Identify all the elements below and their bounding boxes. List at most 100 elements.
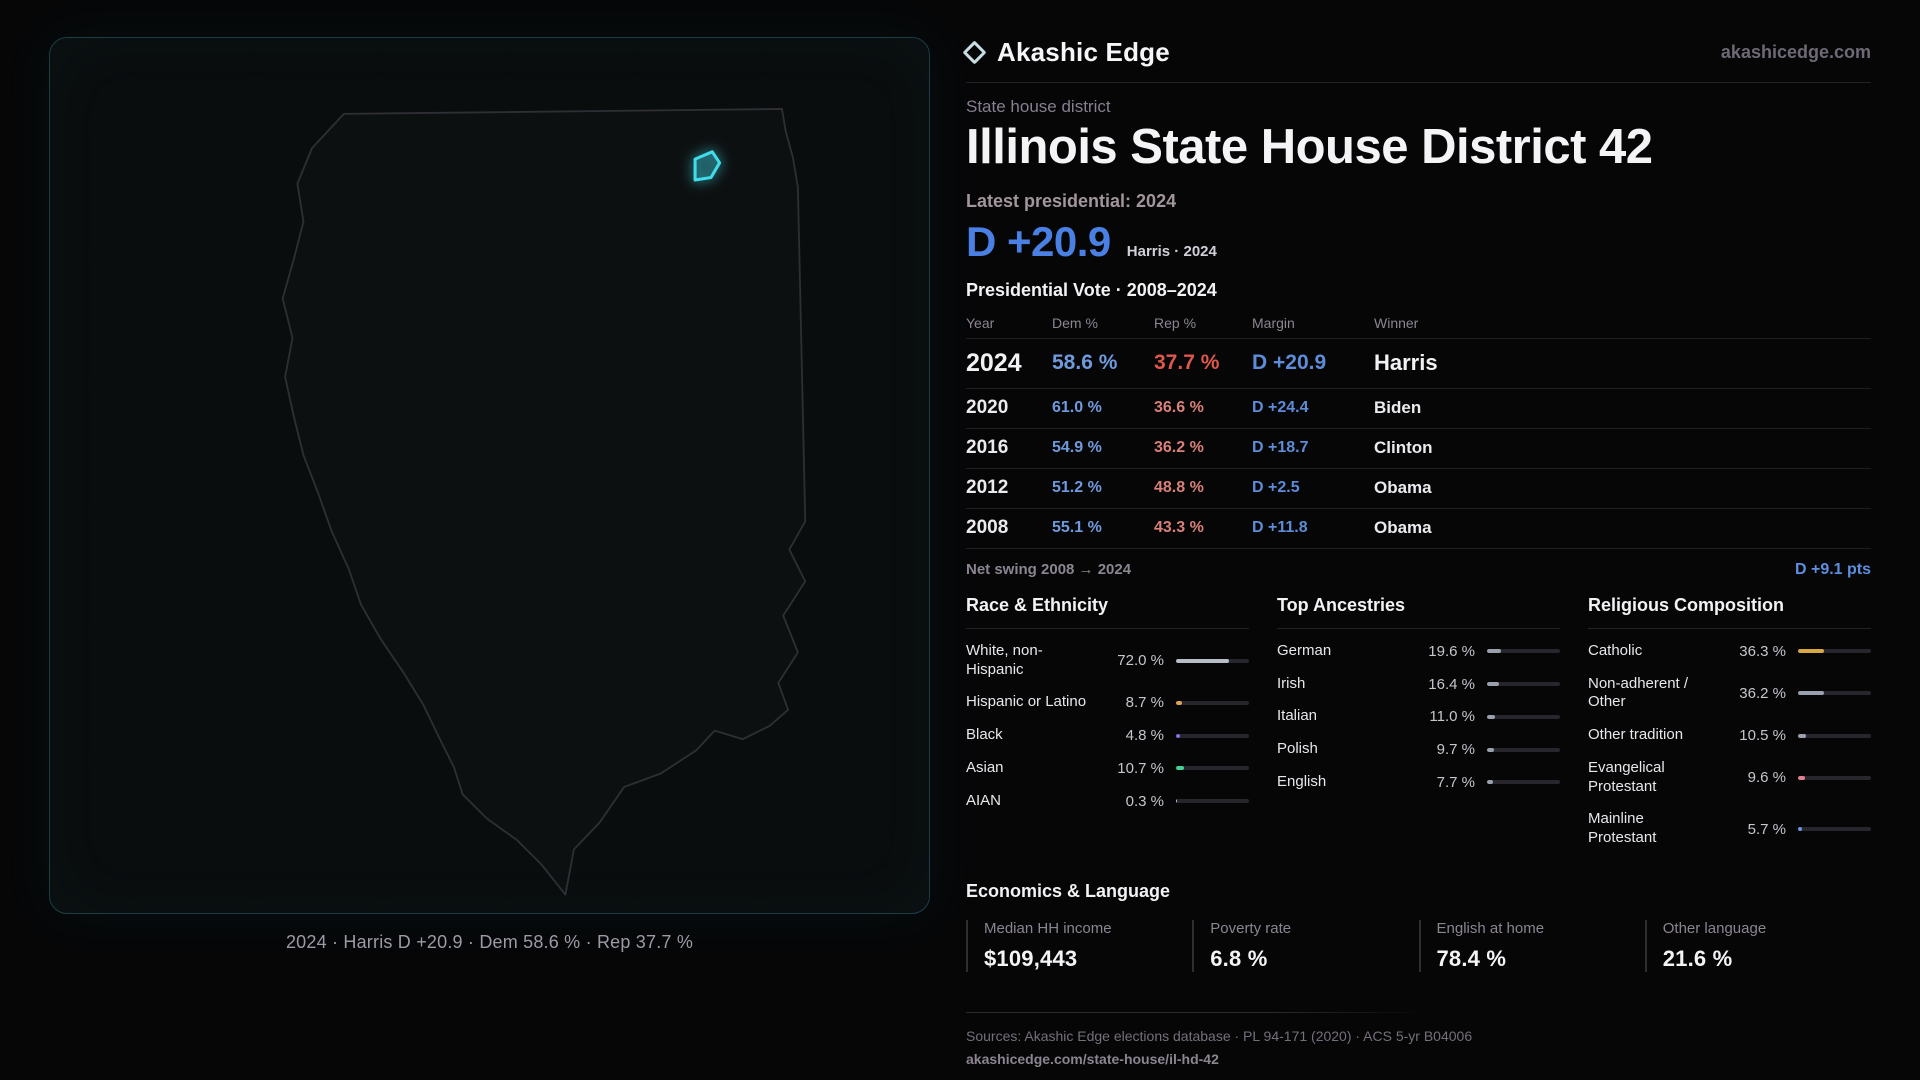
list-item: Evangelical Protestant 9.6 % bbox=[1588, 752, 1871, 804]
list-item: Italian 11.0 % bbox=[1277, 700, 1560, 733]
section-heading: Religious Composition bbox=[1588, 595, 1871, 629]
header: Akashic Edge akashicedge.com bbox=[962, 37, 1871, 83]
mini-bar bbox=[1487, 649, 1560, 654]
stat-other-language: Other language 21.6 % bbox=[1644, 919, 1871, 972]
list-item: White, non-Hispanic 72.0 % bbox=[966, 635, 1249, 687]
year-cell: 2020 bbox=[966, 397, 1009, 419]
mini-bar bbox=[1176, 700, 1249, 705]
mini-bar bbox=[1176, 766, 1249, 771]
winner-cell: Obama bbox=[1374, 478, 1432, 498]
map-caption: 2024 · Harris D +20.9 · Dem 58.6 % · Rep… bbox=[285, 932, 694, 952]
stat-median-income: Median HH income $109,443 bbox=[966, 919, 1192, 972]
rep-cell: 48.8 % bbox=[1154, 479, 1204, 497]
footer-divider bbox=[966, 1011, 1431, 1013]
list-item: Mainline Protestant 5.7 % bbox=[1588, 803, 1871, 855]
list-item: Asian 10.7 % bbox=[966, 752, 1249, 785]
col-header-margin: Margin bbox=[1252, 315, 1295, 332]
dem-cell: 54.9 % bbox=[1052, 439, 1102, 457]
year-cell: 2016 bbox=[966, 437, 1009, 459]
col-header-year: Year bbox=[966, 315, 995, 332]
headline-margin-row: D +20.9 Harris · 2024 bbox=[966, 218, 1871, 266]
margin-cell: D +20.9 bbox=[1252, 351, 1327, 375]
list-item: English 7.7 % bbox=[1277, 766, 1560, 799]
mini-bar bbox=[1798, 649, 1871, 654]
economics-stats-row: Median HH income $109,443 Poverty rate 6… bbox=[966, 919, 1871, 972]
mini-bar bbox=[1798, 775, 1871, 780]
brand-name: Akashic Edge bbox=[997, 37, 1170, 67]
dem-cell: 51.2 % bbox=[1052, 479, 1102, 497]
mini-bar bbox=[1798, 691, 1871, 696]
map-column: 2024 · Harris D +20.9 · Dem 58.6 % · Rep… bbox=[49, 37, 930, 1080]
headline-margin-sub: Harris · 2024 bbox=[1126, 242, 1217, 260]
table-row: 2024 58.6 % 37.7 % D +20.9 Harris bbox=[966, 339, 1871, 389]
net-swing-value: D +9.1 pts bbox=[1794, 560, 1871, 578]
mini-bar bbox=[1487, 682, 1560, 687]
winner-cell: Harris bbox=[1374, 350, 1438, 376]
winner-cell: Biden bbox=[1374, 398, 1422, 418]
dem-cell: 55.1 % bbox=[1052, 519, 1102, 537]
col-header-rep: Rep % bbox=[1154, 315, 1197, 332]
mini-bar bbox=[1798, 827, 1871, 832]
year-cell: 2012 bbox=[966, 477, 1009, 499]
content-column: Akashic Edge akashicedge.com State house… bbox=[962, 37, 1871, 1080]
table-header-row: Year Dem % Rep % Margin Winner bbox=[966, 309, 1871, 339]
ancestries-column: Top Ancestries German 19.6 % Irish 16.4 … bbox=[1277, 595, 1560, 855]
mini-bar bbox=[1487, 747, 1560, 752]
section-heading: Top Ancestries bbox=[1277, 595, 1560, 629]
district-type-kicker: State house district bbox=[966, 97, 1111, 116]
section-heading: Race & Ethnicity bbox=[966, 595, 1249, 629]
col-header-dem: Dem % bbox=[1052, 315, 1098, 332]
margin-cell: D +24.4 bbox=[1252, 399, 1309, 417]
footer: Sources: Akashic Edge elections database… bbox=[966, 1011, 1871, 1069]
rep-cell: 36.2 % bbox=[1154, 439, 1204, 457]
list-item: Catholic 36.3 % bbox=[1588, 635, 1871, 668]
rep-cell: 36.6 % bbox=[1154, 399, 1204, 417]
headline-margin-value: D +20.9 bbox=[966, 217, 1111, 265]
net-swing-label: Net swing 2008 → 2024 bbox=[966, 561, 1132, 579]
net-swing-row: Net swing 2008 → 2024 D +9.1 pts bbox=[966, 549, 1871, 579]
list-item: Other tradition 10.5 % bbox=[1588, 719, 1871, 752]
mini-bar bbox=[1176, 733, 1249, 738]
illinois-map bbox=[281, 108, 807, 896]
mini-bar bbox=[1176, 658, 1249, 663]
dem-cell: 58.6 % bbox=[1052, 351, 1118, 375]
stat-poverty-rate: Poverty rate 6.8 % bbox=[1192, 919, 1418, 972]
district-42-shape[interactable] bbox=[693, 150, 722, 182]
col-header-winner: Winner bbox=[1374, 315, 1419, 332]
mini-bar bbox=[1487, 780, 1560, 785]
table-row: 2020 61.0 % 36.6 % D +24.4 Biden bbox=[966, 389, 1871, 429]
economics-heading: Economics & Language bbox=[966, 880, 1171, 901]
list-item: AIAN 0.3 % bbox=[966, 785, 1249, 818]
rep-cell: 43.3 % bbox=[1154, 519, 1204, 537]
site-domain-link[interactable]: akashicedge.com bbox=[1720, 42, 1871, 62]
diamond-logo-icon bbox=[962, 40, 987, 65]
race-ethnicity-column: Race & Ethnicity White, non-Hispanic 72.… bbox=[966, 595, 1249, 855]
list-item: Polish 9.7 % bbox=[1277, 733, 1560, 766]
year-cell: 2024 bbox=[966, 348, 1022, 377]
dem-cell: 61.0 % bbox=[1052, 399, 1102, 417]
winner-cell: Obama bbox=[1374, 518, 1432, 538]
winner-cell: Clinton bbox=[1374, 438, 1433, 458]
list-item: Non-adherent / Other 36.2 % bbox=[1588, 668, 1871, 720]
table-row: 2012 51.2 % 48.8 % D +2.5 Obama bbox=[966, 469, 1871, 509]
state-map-panel bbox=[49, 37, 930, 914]
state-outline bbox=[281, 108, 807, 896]
margin-cell: D +18.7 bbox=[1252, 439, 1309, 457]
year-cell: 2008 bbox=[966, 517, 1009, 539]
latest-presidential-label: Latest presidential: 2024 bbox=[966, 190, 1177, 211]
stat-english-at-home: English at home 78.4 % bbox=[1418, 919, 1645, 972]
mini-bar bbox=[1176, 799, 1249, 804]
rep-cell: 37.7 % bbox=[1154, 351, 1220, 375]
religion-column: Religious Composition Catholic 36.3 % No… bbox=[1588, 595, 1871, 855]
mini-bar bbox=[1798, 733, 1871, 738]
demographics-section: Race & Ethnicity White, non-Hispanic 72.… bbox=[966, 595, 1871, 855]
margin-cell: D +2.5 bbox=[1252, 479, 1300, 497]
page-title: Illinois State House District 42 bbox=[966, 120, 1653, 174]
permalink[interactable]: akashicedge.com/state-house/il-hd-42 bbox=[966, 1050, 1219, 1067]
margin-cell: D +11.8 bbox=[1252, 519, 1308, 537]
list-item: Hispanic or Latino 8.7 % bbox=[966, 686, 1249, 719]
sources-text: Sources: Akashic Edge elections database… bbox=[966, 1027, 1473, 1044]
list-item: German 19.6 % bbox=[1277, 635, 1560, 668]
brand-lockup: Akashic Edge bbox=[962, 37, 1170, 68]
